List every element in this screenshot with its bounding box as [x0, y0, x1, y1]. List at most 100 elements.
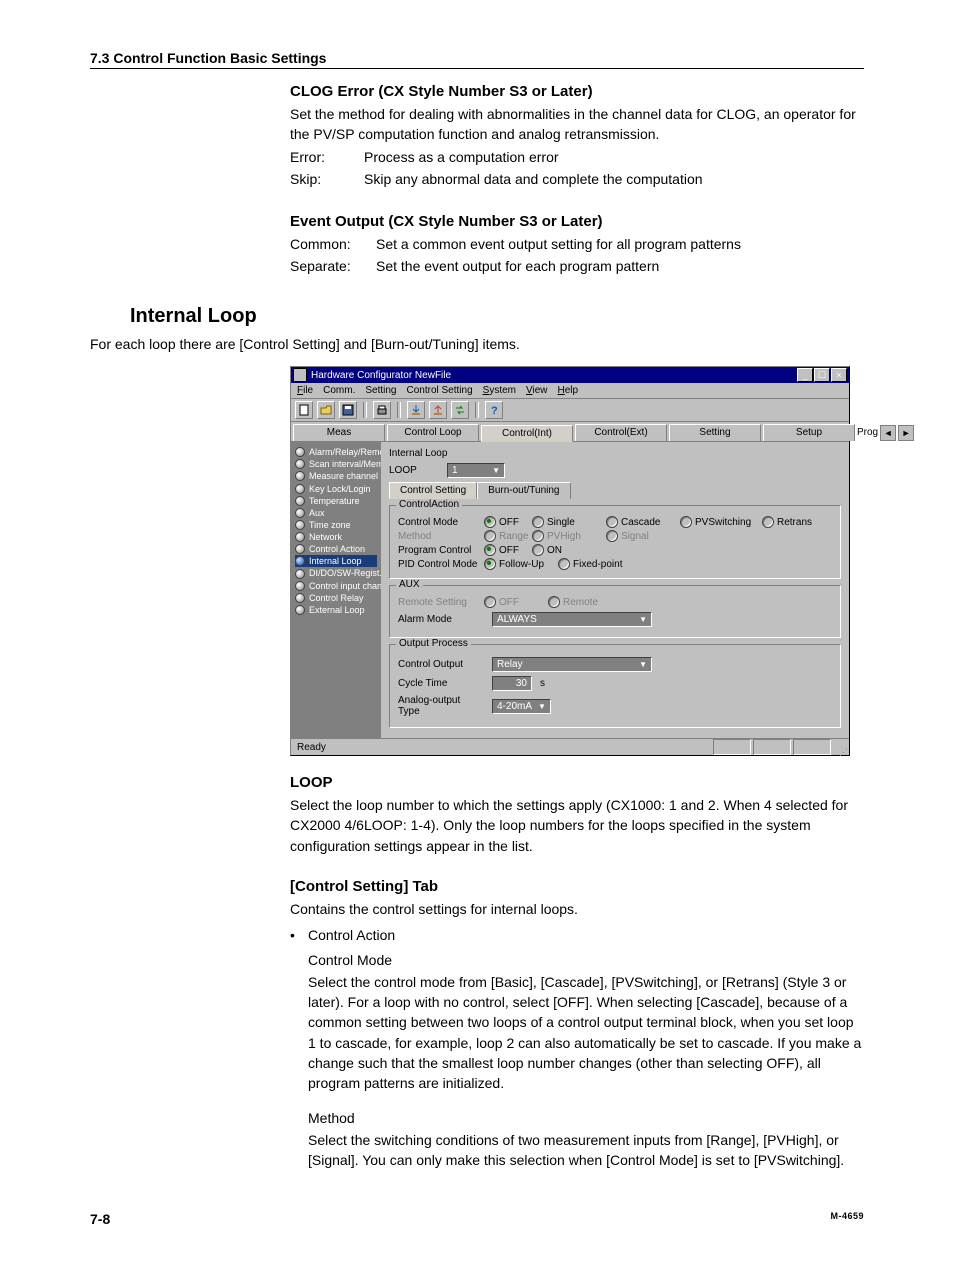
tab-next-icon[interactable]: ►	[898, 425, 914, 441]
toolbar-separator	[363, 402, 367, 418]
group-output-process: Output Process Control Output Relay ▼ Cy…	[389, 644, 841, 728]
tree-item-control-relay[interactable]: Control Relay	[295, 592, 377, 604]
page-number: 7-8	[90, 1211, 110, 1227]
radio-icon	[532, 544, 544, 556]
label: Cycle Time	[398, 678, 484, 689]
event-block: Event Output (CX Style Number S3 or Late…	[290, 213, 864, 277]
tree-item-internal-loop[interactable]: Internal Loop	[295, 555, 377, 567]
tree-item-control-input[interactable]: Control input channel	[295, 580, 377, 592]
main-tabs: Meas Control Loop Control(Int) Control(E…	[291, 422, 849, 442]
row-cycle-time: Cycle Time 30 s	[398, 676, 832, 691]
tab-setting[interactable]: Setting	[669, 424, 761, 441]
radio-pvswitching[interactable]: PVSwitching	[680, 516, 758, 528]
subtab-control-setting[interactable]: Control Setting	[389, 482, 477, 499]
clog-desc: Set the method for dealing with abnormal…	[290, 104, 864, 145]
menu-system[interactable]: System	[483, 385, 516, 396]
ball-icon	[295, 605, 305, 615]
help-icon[interactable]: ?	[485, 401, 503, 419]
tree-item-external-loop[interactable]: External Loop	[295, 604, 377, 616]
analog-output-value: 4-20mA	[497, 701, 532, 712]
radio-off[interactable]: OFF	[484, 516, 528, 528]
menu-file[interactable]: File	[297, 385, 313, 396]
def: Process as a computation error	[364, 147, 864, 167]
group-legend: ControlAction	[396, 499, 462, 510]
loop-dropdown[interactable]: 1 ▼	[447, 463, 505, 478]
minimize-button[interactable]: _	[797, 368, 813, 382]
tree-item-scan[interactable]: Scan interval/Memory	[295, 458, 377, 470]
subtab-burnout-tuning[interactable]: Burn-out/Tuning	[477, 482, 570, 499]
tree-item-keylock[interactable]: Key Lock/Login	[295, 483, 377, 495]
transfer-icon[interactable]	[451, 401, 469, 419]
chevron-down-icon: ▼	[538, 702, 546, 711]
doc-id: M-4659	[830, 1211, 864, 1227]
ball-icon	[295, 569, 305, 579]
cycle-time-input[interactable]: 30	[492, 676, 532, 691]
tab-scroll-nav: Prog ◄ ►	[857, 424, 916, 441]
options: OFF Single Cascade PVSwitching Retrans	[484, 516, 832, 528]
tab-meas[interactable]: Meas	[293, 424, 385, 441]
tree-item-temperature[interactable]: Temperature	[295, 495, 377, 507]
clog-title: CLOG Error (CX Style Number S3 or Later)	[290, 83, 864, 100]
tab-control-int[interactable]: Control(Int)	[481, 425, 573, 442]
term: Skip:	[290, 169, 364, 189]
tree-item-timezone[interactable]: Time zone	[295, 519, 377, 531]
tree-item-alarm[interactable]: Alarm/Relay/Remote	[295, 446, 377, 458]
radio-cascade[interactable]: Cascade	[606, 516, 676, 528]
maximize-button[interactable]: ☐	[814, 368, 830, 382]
chevron-down-icon: ▼	[639, 660, 647, 669]
radio-icon	[484, 558, 496, 570]
status-cell	[753, 739, 791, 755]
menu-help[interactable]: Help	[558, 385, 579, 396]
ball-icon	[295, 484, 305, 494]
tree-item-dido[interactable]: DI/DO/SW-Regist.	[295, 567, 377, 579]
titlebar[interactable]: Hardware Configurator NewFile _ ☐ ×	[291, 367, 849, 383]
print-icon[interactable]	[373, 401, 391, 419]
radio-icon	[680, 516, 692, 528]
ball-icon	[295, 508, 305, 518]
radio-icon	[484, 544, 496, 556]
row-program-control: Program Control OFF ON	[398, 544, 832, 556]
close-button[interactable]: ×	[831, 368, 847, 382]
analog-output-dropdown[interactable]: 4-20mA ▼	[492, 699, 551, 714]
tab-extra-label: Prog	[857, 427, 878, 438]
menu-comm[interactable]: Comm.	[323, 385, 355, 396]
radio-retrans[interactable]: Retrans	[762, 516, 832, 528]
radio-remote: Remote	[548, 596, 618, 608]
tree-item-measure[interactable]: Measure channel	[295, 470, 377, 482]
radio-followup[interactable]: Follow-Up	[484, 558, 554, 570]
tree-item-control-action[interactable]: Control Action	[295, 543, 377, 555]
radio-single[interactable]: Single	[532, 516, 602, 528]
control-output-dropdown[interactable]: Relay ▼	[492, 657, 652, 672]
term: Separate:	[290, 256, 376, 276]
tab-control-loop[interactable]: Control Loop	[387, 424, 479, 441]
radio-icon	[606, 530, 618, 542]
menu-control-setting[interactable]: Control Setting	[407, 385, 473, 396]
upload-icon[interactable]	[429, 401, 447, 419]
radio-range: Range	[484, 530, 528, 542]
bullet-control-action: • Control Action	[290, 925, 864, 945]
menu-view[interactable]: View	[526, 385, 548, 396]
alarm-mode-dropdown[interactable]: ALWAYS ▼	[492, 612, 652, 627]
menu-setting[interactable]: Setting	[365, 385, 396, 396]
tree-item-network[interactable]: Network	[295, 531, 377, 543]
tab-control-ext[interactable]: Control(Ext)	[575, 424, 667, 441]
radio-icon	[532, 530, 544, 542]
open-file-icon[interactable]	[317, 401, 335, 419]
radio-off[interactable]: OFF	[484, 544, 528, 556]
download-icon[interactable]	[407, 401, 425, 419]
radio-icon	[606, 516, 618, 528]
row-remote-setting: Remote Setting OFF Remote	[398, 596, 832, 608]
save-icon[interactable]	[339, 401, 357, 419]
toolbar: ?	[291, 399, 849, 422]
radio-on[interactable]: ON	[532, 544, 602, 556]
tab-setup[interactable]: Setup	[763, 424, 855, 441]
tab-prev-icon[interactable]: ◄	[880, 425, 896, 441]
new-file-icon[interactable]	[295, 401, 313, 419]
resize-grip-icon[interactable]: ⋰	[833, 739, 849, 755]
chevron-down-icon: ▼	[492, 466, 500, 475]
label: Alarm Mode	[398, 614, 484, 625]
status-cell	[713, 739, 751, 755]
radio-fixedpoint[interactable]: Fixed-point	[558, 558, 628, 570]
radio-icon	[558, 558, 570, 570]
tree-item-aux[interactable]: Aux	[295, 507, 377, 519]
